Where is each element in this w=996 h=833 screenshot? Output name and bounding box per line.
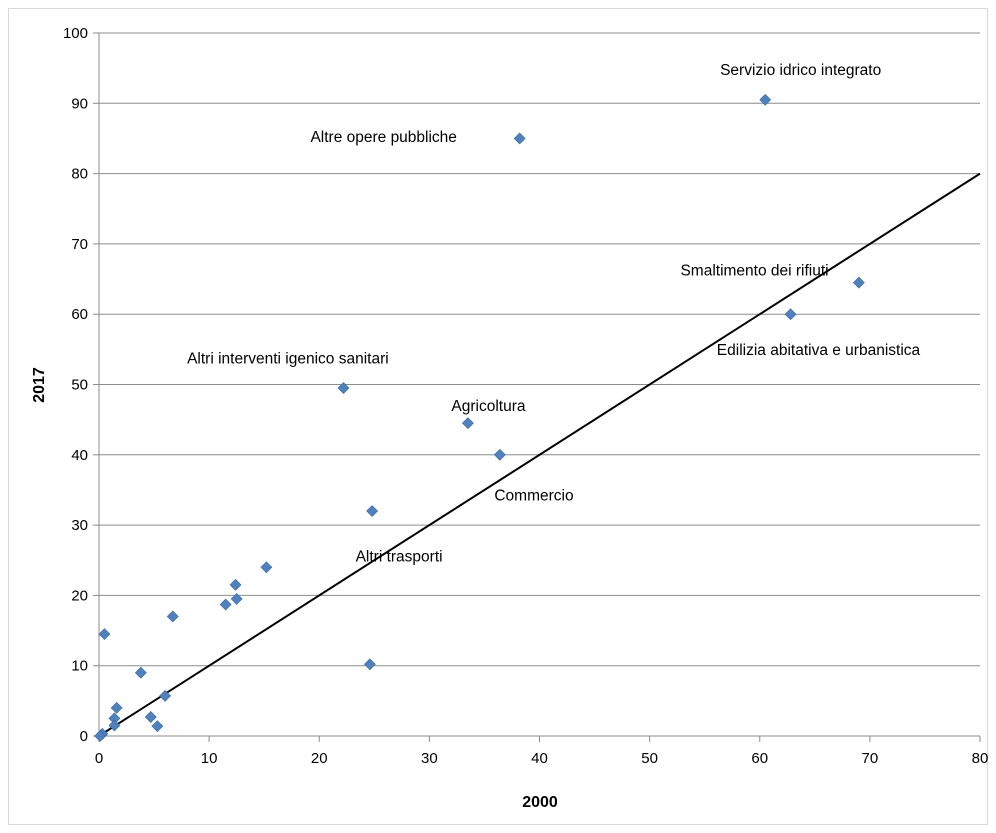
data-point xyxy=(229,578,242,591)
data-point xyxy=(337,382,350,394)
x-tick-label: 40 xyxy=(531,750,548,767)
data-point xyxy=(108,719,121,732)
x-tick-label: 30 xyxy=(421,750,438,767)
y-tick-label: 100 xyxy=(63,25,88,42)
y-tick-label: 10 xyxy=(71,658,88,675)
data-point xyxy=(363,658,376,671)
x-tick-label: 20 xyxy=(311,750,328,767)
data-point xyxy=(461,417,474,430)
annotation-label: Smaltimento dei rifiuti xyxy=(680,263,828,280)
data-point xyxy=(852,276,865,289)
x-tick-label: 50 xyxy=(641,750,658,767)
data-point xyxy=(366,505,379,517)
data-point xyxy=(110,701,123,714)
y-tick-label: 90 xyxy=(71,95,88,112)
y-axis-title: 2017 xyxy=(31,367,48,403)
reference-line xyxy=(98,172,981,737)
data-point xyxy=(513,132,526,145)
data-point xyxy=(784,308,797,321)
annotation-label: Servizio idrico integrato xyxy=(720,62,881,79)
data-point xyxy=(219,598,232,611)
data-point xyxy=(94,730,107,742)
data-point xyxy=(98,628,111,640)
annotation-label: Agricoltura xyxy=(451,398,525,415)
data-point xyxy=(166,610,179,623)
axes xyxy=(93,32,981,742)
data-point xyxy=(230,592,243,605)
data-point xyxy=(134,666,147,679)
data-point xyxy=(151,720,164,733)
data-point xyxy=(144,711,157,723)
y-tick-label: 50 xyxy=(71,377,88,394)
x-tick-label: 10 xyxy=(201,750,218,767)
y-tick-label: 70 xyxy=(71,236,88,253)
y-tick-label: 60 xyxy=(71,306,88,323)
annotation-label: Commercio xyxy=(494,487,573,504)
y-tick-label: 0 xyxy=(80,728,88,745)
reference-line-group xyxy=(98,172,981,737)
annotation-label: Altri trasporti xyxy=(356,549,443,566)
annotation-label: Altri interventi igenico sanitari xyxy=(187,350,389,367)
y-tick-label: 20 xyxy=(71,587,88,604)
data-points xyxy=(94,93,865,742)
annotation-label: Altre opere pubbliche xyxy=(310,129,457,146)
y-tick-label: 40 xyxy=(71,447,88,464)
x-tick-label: 70 xyxy=(862,750,879,767)
x-tick-label: 60 xyxy=(751,750,768,767)
data-point xyxy=(493,448,506,461)
x-tick-label: 0 xyxy=(95,750,103,767)
y-tick-label: 30 xyxy=(71,517,88,534)
annotation-label: Edilizia abitativa e urbanistica xyxy=(717,342,921,359)
x-axis-title: 2000 xyxy=(522,794,558,811)
data-point xyxy=(260,561,273,574)
annotations: Servizio idrico integrato Altre opere pub… xyxy=(187,62,920,565)
data-point xyxy=(159,690,171,702)
grid-lines xyxy=(99,32,980,667)
y-tick-label: 80 xyxy=(71,166,88,183)
data-point xyxy=(759,93,772,106)
tick-labels: 0 10 20 30 40 50 60 70 80 90 100 0 10 20 30 40 50 60 70 80 xyxy=(63,25,988,767)
x-tick-label: 80 xyxy=(972,750,989,767)
